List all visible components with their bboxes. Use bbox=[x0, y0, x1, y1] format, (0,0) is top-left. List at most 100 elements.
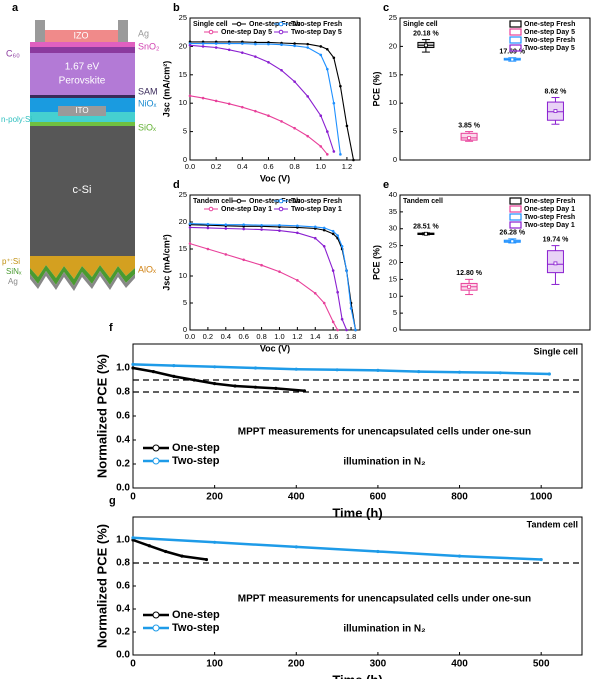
texture bbox=[30, 271, 135, 291]
x-tick-label: 1.0 bbox=[274, 332, 284, 341]
y-tick-label: 20 bbox=[389, 41, 397, 50]
y-tick-label: 0.2 bbox=[116, 627, 130, 638]
data-point bbox=[331, 229, 335, 233]
series-line bbox=[132, 536, 542, 561]
data-point bbox=[274, 386, 278, 390]
layer-label: AlOₓ bbox=[138, 264, 156, 274]
layer-label: 1.67 eV bbox=[65, 62, 100, 73]
y-tick-label: 0.6 bbox=[116, 581, 130, 592]
y-tick-label: 0.4 bbox=[116, 604, 130, 615]
data-point bbox=[339, 84, 342, 88]
y-tick-label: 0.8 bbox=[116, 558, 130, 569]
legend-label: One-step Day 1 bbox=[221, 206, 272, 213]
data-point bbox=[131, 538, 135, 542]
data-point bbox=[331, 269, 335, 272]
data-point bbox=[224, 227, 228, 230]
data-point bbox=[345, 328, 348, 332]
y-tick-label: 20 bbox=[389, 257, 397, 266]
data-point bbox=[294, 367, 298, 371]
sno2-layer bbox=[30, 42, 135, 47]
data-point bbox=[319, 145, 323, 148]
y-tick-label: 35 bbox=[389, 207, 397, 216]
legend-label: One-step bbox=[172, 609, 220, 621]
data-point bbox=[319, 114, 323, 117]
data-point bbox=[254, 55, 257, 58]
data-point bbox=[227, 42, 231, 45]
data-point bbox=[242, 258, 245, 262]
data-point bbox=[336, 328, 339, 332]
data-point bbox=[164, 549, 168, 554]
data-point bbox=[227, 102, 231, 106]
chart-title: Single cell bbox=[403, 21, 438, 28]
series-line bbox=[189, 243, 339, 331]
data-point bbox=[319, 45, 323, 48]
contact bbox=[35, 20, 45, 42]
y-tick-label: 15 bbox=[389, 274, 397, 283]
y-tick-label: 25 bbox=[389, 13, 397, 22]
x-tick-label: 100 bbox=[206, 659, 223, 670]
data-point bbox=[313, 236, 317, 240]
data-point bbox=[417, 370, 421, 374]
legend-marker bbox=[278, 21, 284, 27]
legend-label: Two-step Fresh bbox=[291, 21, 342, 28]
contact bbox=[118, 20, 128, 42]
data-point bbox=[296, 279, 299, 282]
x-tick-label: 400 bbox=[451, 659, 468, 670]
layer-label: SnO₂ bbox=[138, 41, 160, 51]
panel-letter: a bbox=[12, 2, 19, 14]
chart-title: Tandem cell bbox=[403, 198, 443, 205]
c60-layer bbox=[30, 47, 135, 53]
data-point bbox=[172, 364, 176, 368]
data-point bbox=[188, 94, 192, 98]
y-tick-label: 30 bbox=[389, 224, 397, 233]
data-point bbox=[224, 253, 228, 256]
legend-label: Two-step Day 5 bbox=[524, 45, 575, 52]
annotation: Tandem cell bbox=[527, 519, 578, 529]
layer-label: NiOₓ bbox=[138, 98, 156, 108]
data-point bbox=[335, 368, 339, 372]
data-point bbox=[260, 223, 263, 227]
layer-label: ITO bbox=[75, 106, 88, 115]
x-tick-label: 1.2 bbox=[292, 332, 302, 341]
data-point bbox=[332, 101, 336, 105]
x-axis-label: Voc (V) bbox=[260, 343, 290, 353]
chart-panel: e 0 5 10 15 20 25 30 35 40 PCE (%) Tandem cell 28.51… bbox=[371, 179, 591, 334]
data-point bbox=[201, 96, 205, 100]
mean-label: 26.28 % bbox=[499, 230, 525, 237]
legend-swatch bbox=[509, 221, 522, 229]
y-tick-label: 15 bbox=[179, 70, 187, 79]
data-point bbox=[242, 227, 245, 231]
chart-panel: d 0 5 10 15 20 25 0.0 0.2 0.4 0.6 0.8 1.0 1.2 1.4 1.6 1.… bbox=[161, 179, 361, 353]
data-point bbox=[213, 382, 217, 386]
data-point bbox=[280, 43, 283, 46]
x-tick-label: 0 bbox=[130, 659, 136, 670]
y-tick-label: 0 bbox=[183, 155, 187, 164]
series-line bbox=[189, 95, 328, 155]
x-tick-label: 1.0 bbox=[316, 162, 326, 171]
data-point bbox=[201, 45, 205, 48]
data-point bbox=[340, 317, 344, 321]
data-point bbox=[151, 370, 156, 374]
legend-label: Two-step Day 1 bbox=[524, 222, 575, 229]
texture bbox=[30, 256, 135, 279]
mean-label: 20.18 % bbox=[413, 30, 439, 37]
legend-marker bbox=[208, 206, 214, 212]
data-point bbox=[306, 134, 309, 138]
chart-panel: f 0.0 0.2 0.4 0.6 0.8 1.0 0 200 400 600 800 1000 Time… bbox=[94, 322, 583, 520]
x-tick-label: 0.6 bbox=[263, 162, 273, 171]
data-point bbox=[539, 557, 543, 562]
x-tick-label: 1000 bbox=[530, 492, 553, 503]
series-line bbox=[132, 363, 550, 376]
legend-label: One-step Day 1 bbox=[524, 206, 575, 213]
y-tick-label: 0 bbox=[393, 155, 397, 164]
annotation: Single cell bbox=[533, 346, 578, 356]
series-line bbox=[190, 41, 355, 161]
data-point bbox=[213, 365, 217, 369]
x-tick-label: 0.6 bbox=[238, 332, 248, 341]
series-line bbox=[189, 223, 357, 331]
data-point bbox=[188, 43, 192, 47]
x-tick-label: 300 bbox=[370, 659, 387, 670]
y-tick-label: 5 bbox=[183, 127, 187, 136]
y-tick-label: 15 bbox=[389, 70, 397, 79]
x-tick-label: 1.2 bbox=[342, 162, 352, 171]
